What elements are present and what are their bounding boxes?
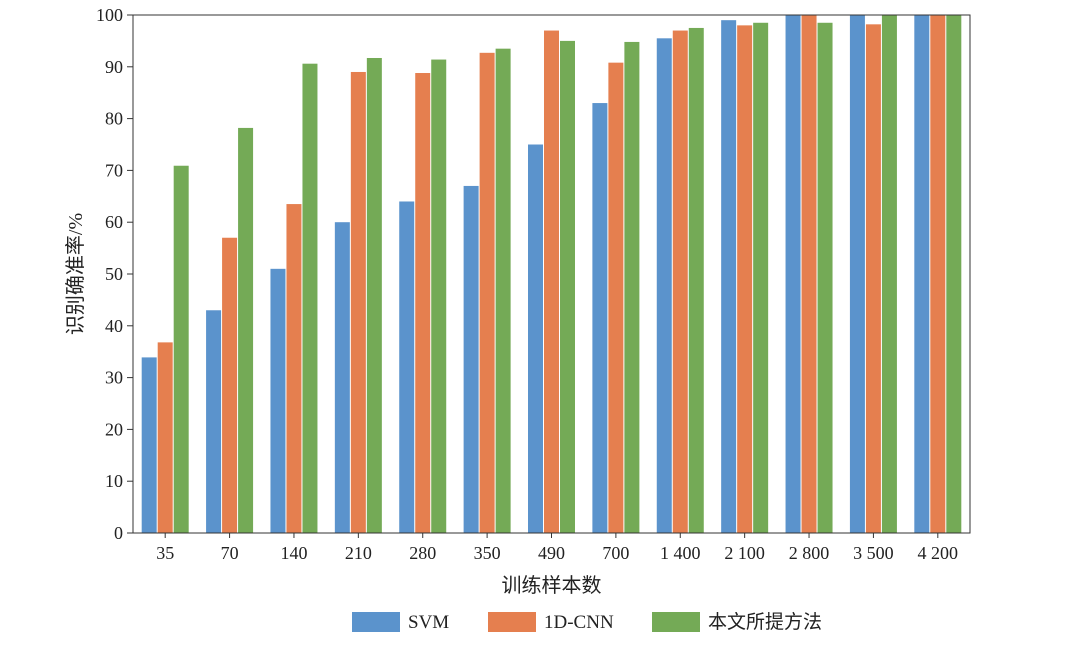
bar-2	[302, 63, 318, 533]
bar-svm-12	[914, 15, 930, 533]
x-tick-label: 210	[345, 543, 372, 563]
plot-area	[141, 15, 962, 534]
bar-1d-cnn-11	[865, 24, 881, 533]
bar-1d-cnn-4	[415, 73, 431, 534]
legend-label: 1D-CNN	[544, 612, 614, 633]
x-tick-label: 70	[221, 543, 239, 563]
bar-1d-cnn-9	[737, 25, 753, 534]
bar-1d-cnn-8	[672, 30, 688, 533]
x-tick-label: 700	[602, 543, 629, 563]
bar-svm-2	[270, 268, 286, 533]
bar-svm-3	[334, 222, 350, 533]
bar-1d-cnn-12	[930, 15, 946, 533]
bar-svm-8	[656, 38, 672, 534]
y-tick-label: 70	[105, 160, 123, 180]
bar-svm-7	[592, 103, 608, 533]
bar-11	[881, 15, 897, 533]
y-tick-label: 90	[105, 57, 123, 77]
bar-1d-cnn-7	[608, 62, 624, 533]
bar-1d-cnn-0	[157, 342, 173, 533]
bar-svm-9	[721, 20, 737, 534]
bar-9	[753, 22, 769, 534]
bar-svm-6	[528, 144, 543, 533]
axes: 0 10 20 30 40 50 60 70 80 90 100 35 70 140 210 280 350 49…	[96, 5, 971, 563]
bar-svm-5	[463, 185, 479, 533]
bar-1d-cnn-10	[801, 15, 817, 533]
bar-4	[431, 59, 447, 533]
x-tick-label: 350	[474, 543, 501, 563]
x-tick-label: 2 800	[789, 543, 830, 563]
y-tick-label: 20	[105, 419, 123, 439]
bar-8	[688, 27, 704, 533]
x-tick-label: 140	[280, 543, 307, 563]
bar-svm-4	[399, 201, 415, 534]
bar-1d-cnn-3	[350, 71, 366, 533]
y-axis-title: 识别确准率/%	[64, 213, 87, 335]
y-tick-label: 100	[96, 5, 123, 25]
legend-swatch	[652, 612, 700, 632]
bar-1d-cnn-1	[222, 237, 238, 534]
bar-6	[560, 40, 575, 534]
x-axis-title: 训练样本数	[502, 574, 602, 597]
x-tick-label: 1 400	[660, 543, 701, 563]
legend: SVM 1D-CNN 本文所提方法	[352, 611, 822, 633]
legend-swatch	[488, 612, 536, 632]
x-tick-label: 2 100	[724, 543, 765, 563]
bar-1d-cnn-5	[479, 52, 495, 534]
legend-label: 本文所提方法	[708, 611, 822, 633]
bar-svm-0	[141, 357, 157, 533]
x-tick-label: 3 500	[853, 543, 894, 563]
y-tick-label: 60	[105, 212, 123, 232]
bar-svm-11	[849, 15, 865, 533]
y-tick-label: 10	[105, 471, 123, 491]
bar-svm-10	[785, 15, 801, 533]
bar-10	[817, 22, 833, 534]
bar-3	[366, 57, 382, 534]
y-tick-label: 0	[114, 523, 123, 543]
y-tick-label: 30	[105, 368, 123, 388]
legend-label: SVM	[408, 612, 449, 633]
bar-12	[946, 15, 962, 533]
bar-0	[173, 165, 189, 533]
bar-1d-cnn-2	[286, 204, 302, 533]
bar-1	[238, 127, 254, 533]
x-tick-label: 280	[409, 543, 436, 563]
y-tick-label: 50	[105, 264, 123, 284]
y-tick-label: 40	[105, 316, 123, 336]
x-tick-label: 490	[538, 543, 565, 563]
bar-5	[495, 48, 511, 534]
x-tick-label: 35	[156, 543, 174, 563]
x-tick-label: 4 200	[918, 543, 959, 563]
bar-svm-1	[206, 310, 222, 533]
bar-7	[624, 41, 640, 533]
legend-swatch	[352, 612, 400, 632]
bar-1d-cnn-6	[544, 30, 559, 533]
y-tick-label: 80	[105, 109, 123, 129]
